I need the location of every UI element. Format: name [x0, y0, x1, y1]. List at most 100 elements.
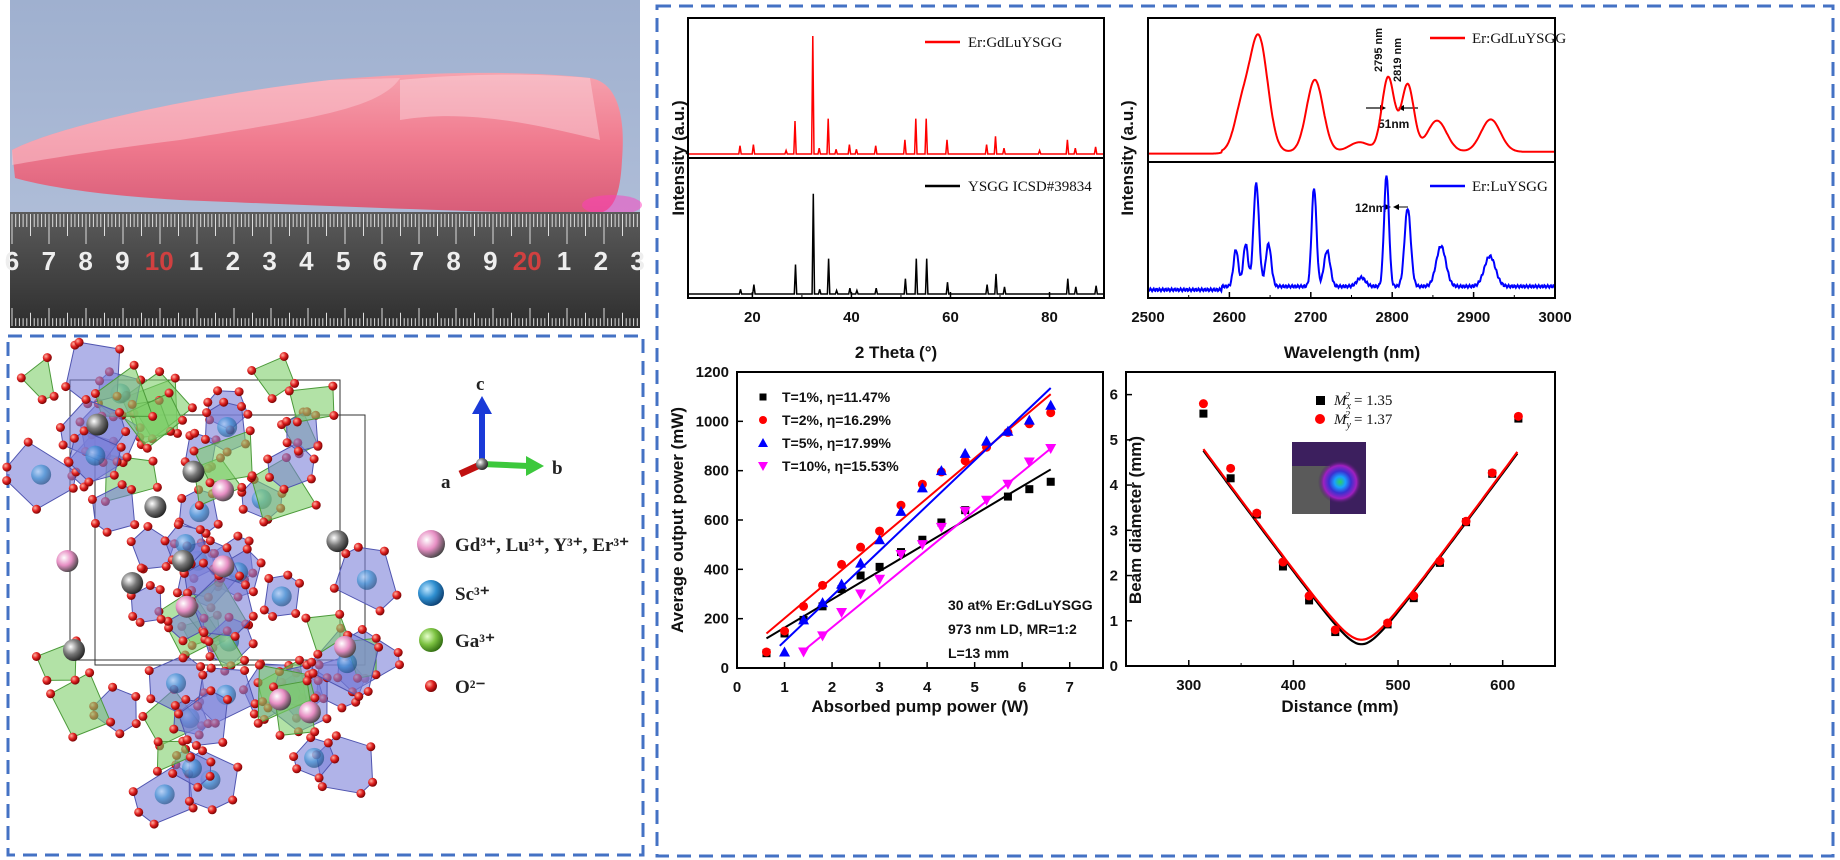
spectrum-xtick-label: 2700 — [1294, 309, 1327, 326]
oxygen-atom — [317, 782, 327, 792]
oxygen-atom — [245, 426, 255, 436]
oxygen-atom — [392, 590, 402, 600]
spectrum-xtick-label: 2900 — [1457, 309, 1490, 326]
oxygen-atom — [152, 766, 162, 776]
oxygen-atom — [331, 731, 341, 741]
oxygen-atom — [238, 504, 248, 514]
oxygen-atom — [164, 388, 174, 398]
legend-marker-series-3 — [758, 462, 768, 471]
legend-label-series-3: T=10%, η=15.53% — [782, 458, 899, 474]
oxygen-atom — [205, 771, 215, 781]
oxygen-atom — [81, 395, 91, 404]
oxygen-atom — [115, 408, 124, 417]
oxygen-atom — [178, 653, 188, 663]
oxygen-atom — [178, 415, 187, 425]
oxygen-atom — [256, 558, 266, 568]
oxygen-atom — [353, 542, 363, 552]
oxygen-atom — [173, 520, 183, 530]
crystal-photo: 6 7 8 9 10 1 2 3 4 5 6 7 8 9 20 1 2 3 — [5, 0, 645, 328]
ruler-number: 6 — [5, 246, 19, 276]
oxygen-atom — [247, 366, 257, 375]
oxygen-atom — [230, 631, 240, 641]
oxygen-atom — [131, 719, 141, 729]
ruler-number: 10 — [145, 246, 174, 276]
oxygen-atom — [127, 485, 136, 494]
oxygen-atom — [240, 655, 250, 665]
structure-panel-border — [6, 334, 645, 857]
data-point-series-0 — [937, 518, 946, 527]
oxygen-atom — [291, 609, 301, 618]
oxygen-atom — [207, 805, 217, 815]
oxygen-atom — [155, 585, 165, 595]
power-ytick-label: 600 — [704, 512, 729, 529]
oxygen-atom — [177, 493, 187, 503]
power-xtick-label: 2 — [828, 679, 836, 696]
oxygen-atom — [135, 617, 145, 627]
beam-plot-frame — [1125, 371, 1556, 667]
oxygen-atom — [32, 504, 41, 514]
beam-xtick-label: 600 — [1490, 677, 1515, 694]
oxygen-atom — [136, 563, 146, 573]
oxygen-atom — [198, 558, 208, 568]
oxygen-atom — [241, 580, 250, 590]
oxygen-atom — [115, 729, 125, 739]
power-ytick-label: 1200 — [696, 364, 729, 381]
oxygen-atom — [290, 378, 300, 388]
oxygen-atom — [2, 476, 12, 486]
ruler-number: 7 — [410, 246, 424, 276]
ruler-number: 2 — [226, 246, 240, 276]
oxygen-atom — [395, 660, 404, 670]
data-point-series-2 — [959, 447, 971, 458]
oxygen-atom — [248, 611, 258, 621]
data-point-series-2 — [874, 534, 886, 545]
oxygen-atom — [189, 446, 199, 456]
oxygen-atom — [244, 536, 254, 546]
data-point-series-3 — [1023, 457, 1035, 468]
spectrum-xtick-label: 2600 — [1213, 309, 1246, 326]
oxygen-atom — [90, 389, 100, 398]
emission-spectrum-gdlu-ysgg — [1148, 33, 1555, 155]
rare-earth-atom — [326, 530, 349, 553]
data-point-series-0 — [875, 562, 884, 571]
oxygen-atom — [182, 735, 192, 745]
data-point-series-1 — [1226, 463, 1236, 473]
oxygen-atom — [106, 717, 116, 727]
oxygen-atom — [374, 642, 384, 652]
oxygen-atom — [235, 571, 245, 581]
oxygen-atom — [58, 440, 68, 450]
oxygen-atom — [313, 441, 323, 451]
oxygen-atom — [122, 452, 132, 462]
oxygen-atom — [284, 386, 294, 396]
oxygen-atom — [194, 501, 204, 510]
legend-marker-series-1 — [759, 416, 767, 424]
data-point-series-2 — [855, 557, 867, 568]
ruler-number: 8 — [78, 246, 92, 276]
rare-earth-atom — [175, 595, 198, 618]
legend-mx: Mx2 = 1.35 — [1333, 391, 1392, 412]
oxygen-atom — [90, 518, 100, 528]
oxygen-atom — [267, 394, 277, 404]
legend-my: My2 = 1.37 — [1333, 410, 1393, 431]
data-point-series-1 — [1252, 508, 1262, 518]
oxygen-atom — [275, 730, 285, 740]
power-ylabel: Average output power (mW) — [668, 407, 687, 633]
oxygen-atom — [23, 437, 33, 447]
oxygen-atom — [49, 391, 59, 401]
ruler-number: 6 — [373, 246, 387, 276]
oxygen-atom — [293, 446, 303, 456]
oxygen-atom — [153, 737, 163, 747]
data-point-series-0 — [918, 535, 927, 544]
oxygen-atom — [206, 686, 216, 696]
oxygen-atom — [131, 692, 141, 701]
oxygen-atom — [169, 724, 179, 734]
rare-earth-atom — [86, 413, 109, 436]
oxygen-atom — [174, 709, 184, 719]
data-point-series-2 — [895, 505, 907, 516]
oxygen-atom — [16, 373, 26, 383]
xrd-xtick-label: 60 — [942, 309, 959, 326]
oxygen-atom — [108, 682, 118, 692]
oxygen-atom — [292, 417, 302, 427]
sc-atom — [356, 569, 377, 590]
ga-tetrahedron — [49, 671, 112, 738]
oxygen-atom — [366, 742, 376, 752]
